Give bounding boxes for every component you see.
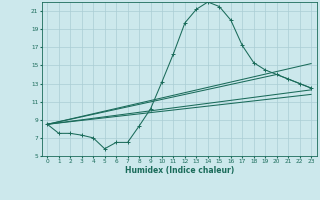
- X-axis label: Humidex (Indice chaleur): Humidex (Indice chaleur): [124, 166, 234, 175]
